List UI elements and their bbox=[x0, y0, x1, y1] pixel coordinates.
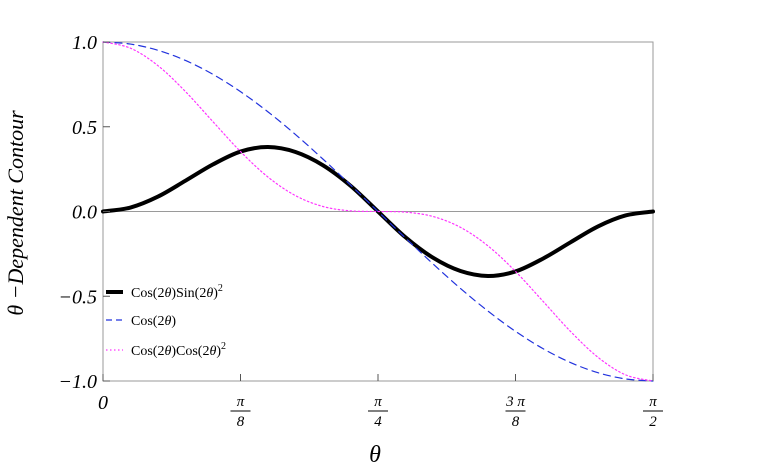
y-tick-label: 0.5 bbox=[72, 117, 97, 139]
x-tick-denominator: 8 bbox=[512, 414, 520, 430]
y-tick-label: 1.0 bbox=[72, 32, 97, 54]
x-tick-label: π8 bbox=[230, 394, 251, 430]
y-tick-label: −0.5 bbox=[59, 286, 98, 308]
legend-label-3: Cos(2θ)Cos(2θ)2 bbox=[131, 341, 226, 359]
x-tick-numerator: π bbox=[374, 394, 382, 410]
x-tick-numerator: π bbox=[237, 394, 245, 410]
legend-label-1: Cos(2θ)Sin(2θ)2 bbox=[131, 283, 223, 301]
y-axis-label: θ −Dependent Contour bbox=[3, 110, 28, 316]
x-tick-label: 0 bbox=[98, 392, 108, 414]
series-group bbox=[101, 41, 655, 382]
x-tick-label: π2 bbox=[643, 394, 663, 430]
y-tick-label: −1.0 bbox=[59, 371, 98, 393]
y-tick-label: 0.0 bbox=[72, 202, 97, 224]
x-tick-numerator: π bbox=[649, 394, 657, 410]
x-tick-numerator: 3 π bbox=[505, 394, 525, 410]
legend: Cos(2θ)Sin(2θ)2 Cos(2θ) Cos(2θ)Cos(2θ)2 bbox=[106, 283, 226, 359]
x-tick-denominator: 4 bbox=[374, 414, 382, 430]
x-axis-label: θ bbox=[369, 442, 381, 468]
series-line-3 bbox=[102, 41, 654, 382]
x-tick-label: π4 bbox=[368, 394, 388, 430]
x-tick-denominator: 2 bbox=[649, 414, 657, 430]
x-tick-label: 3 π8 bbox=[505, 394, 526, 430]
legend-label-2: Cos(2θ) bbox=[131, 314, 176, 329]
x-tick-denominator: 8 bbox=[237, 414, 245, 430]
